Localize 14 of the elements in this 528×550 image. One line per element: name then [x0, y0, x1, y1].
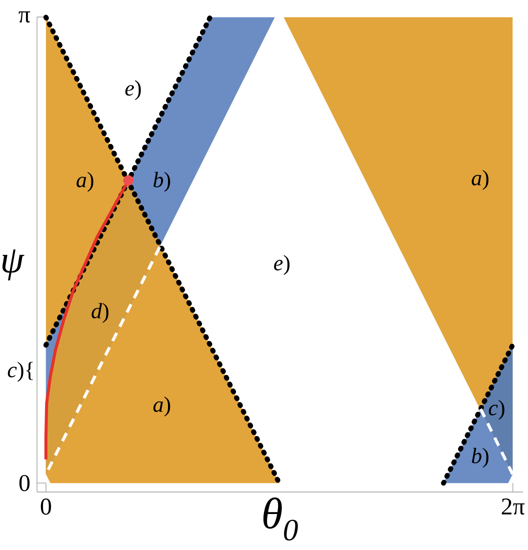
annotation: d): [92, 302, 108, 323]
annotation: a): [76, 172, 94, 192]
y-tick-label: π: [18, 11, 30, 23]
annotation: a): [472, 170, 488, 190]
annotation: c): [488, 400, 504, 420]
annotation: e): [274, 254, 290, 275]
text: c){: [8, 362, 33, 382]
annotation: b): [472, 448, 488, 468]
x-tick-label: 2π: [502, 498, 525, 515]
y-axis-title: ψ: [2, 249, 24, 280]
annotation: a): [153, 396, 170, 416]
annotation: e): [125, 80, 141, 100]
annotation: b): [154, 172, 170, 192]
x-axis-title: θ$_{0}$: [263, 497, 298, 540]
